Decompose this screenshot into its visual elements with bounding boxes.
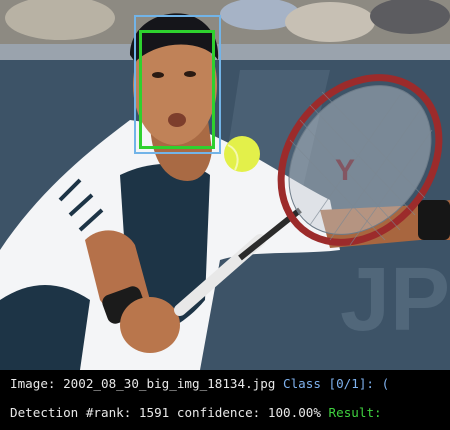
detection-label: Detection #rank:: [10, 405, 132, 420]
detection-box: [139, 30, 215, 149]
image-label: Image:: [10, 376, 56, 391]
rank-value: 1591: [138, 405, 170, 420]
result-label: Result:: [328, 405, 382, 420]
image-info-line: Image: 2002_08_30_big_img_18134.jpg Clas…: [10, 377, 389, 391]
class-label: Class: [283, 376, 321, 391]
detection-info-line: Detection #rank: 1591 confidence: 100.00…: [10, 406, 382, 420]
svg-text:Y: Y: [335, 154, 355, 187]
info-bar: Image: 2002_08_30_big_img_18134.jpg Clas…: [0, 370, 450, 430]
class-value: [0/1]:: [328, 376, 375, 391]
class-trailing: (: [381, 376, 390, 391]
confidence-value: 100.00%: [267, 405, 321, 420]
ground-truth-box: [134, 15, 221, 154]
image-filename: 2002_08_30_big_img_18134.jpg: [63, 376, 276, 391]
tennis-player-photo: JP: [0, 0, 450, 370]
confidence-label: confidence:: [176, 405, 261, 420]
svg-text:JP: JP: [340, 250, 450, 350]
